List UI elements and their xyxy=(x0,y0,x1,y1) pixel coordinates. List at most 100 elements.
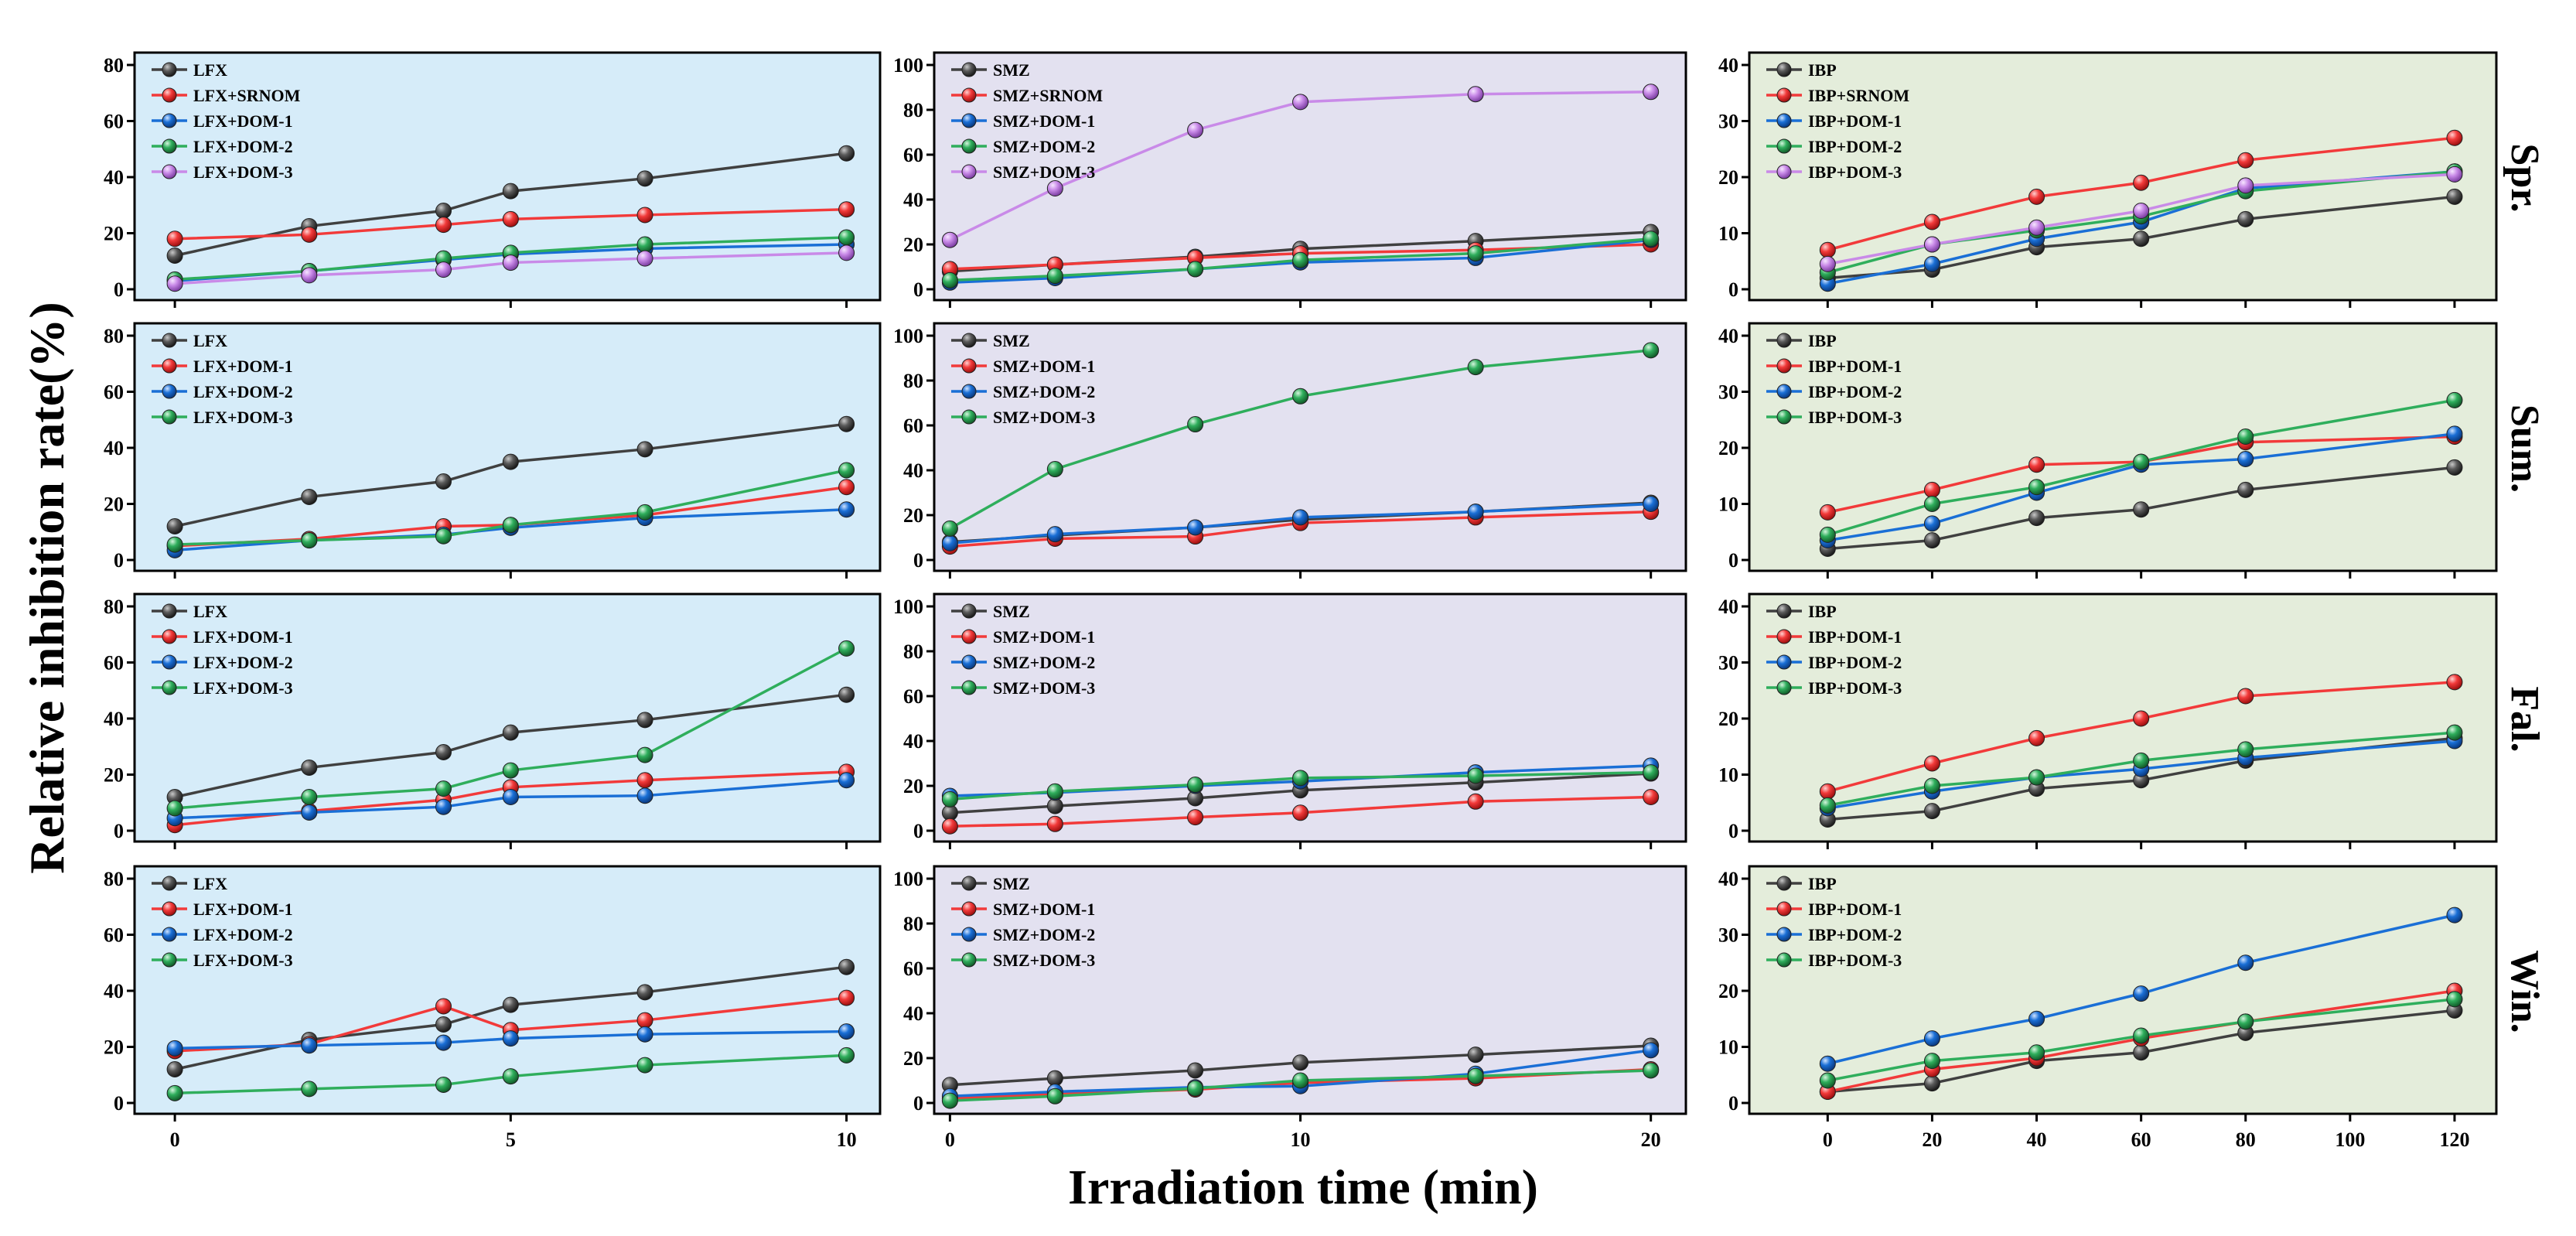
data-point xyxy=(2446,129,2463,146)
legend-label: LFX+DOM-1 xyxy=(193,357,293,376)
legend-label: IBP+DOM-2 xyxy=(1808,653,1902,672)
legend-label: LFX+DOM-2 xyxy=(193,925,293,944)
legend-marker xyxy=(162,333,177,348)
series-line xyxy=(174,236,847,282)
legend-entry: IBP xyxy=(1766,331,1837,350)
legend-marker xyxy=(1776,901,1792,917)
data-point xyxy=(1187,1062,1204,1079)
data-point xyxy=(1923,236,1940,253)
legend-entry: SMZ+DOM-3 xyxy=(951,408,1095,427)
series-lfx-dom-3 xyxy=(166,244,855,292)
data-point xyxy=(1643,789,1660,805)
data-point xyxy=(1046,268,1063,285)
data-point xyxy=(2133,203,2150,219)
series-line xyxy=(950,770,1651,801)
y-tick-label: 20 xyxy=(104,1036,124,1059)
legend-entry: IBP+DOM-3 xyxy=(1766,408,1902,427)
legend-label: SMZ+DOM-3 xyxy=(993,408,1095,427)
legend-marker xyxy=(162,876,177,891)
series-line xyxy=(950,243,1651,271)
data-point xyxy=(435,1034,452,1051)
legend-entry: IBP+DOM-1 xyxy=(1766,627,1902,647)
legend-marker xyxy=(1776,927,1792,942)
series-line xyxy=(1827,681,2455,793)
y-tick-label: 60 xyxy=(104,924,124,947)
legend-entry: SMZ+SRNOM xyxy=(951,86,1103,105)
y-tick-label: 10 xyxy=(1718,1036,1738,1059)
y-tick-label: 40 xyxy=(903,730,923,753)
data-point xyxy=(838,501,855,518)
data-point xyxy=(1187,1080,1204,1097)
series-ibp-srnom xyxy=(1819,129,2463,258)
legend-entry: SMZ+DOM-3 xyxy=(951,678,1095,698)
data-point xyxy=(435,473,452,490)
legend-label: IBP xyxy=(1808,331,1837,350)
legend-entry: LFX+DOM-3 xyxy=(152,162,293,182)
data-point xyxy=(1923,1053,1940,1070)
legend-marker xyxy=(162,680,177,695)
data-point xyxy=(1923,496,1940,512)
data-point xyxy=(166,1061,183,1077)
data-point xyxy=(838,145,855,162)
series-ibp-dom-3 xyxy=(1819,724,2463,814)
data-point xyxy=(435,203,452,219)
data-point xyxy=(636,170,653,187)
y-tick-label: 100 xyxy=(893,868,923,890)
data-point xyxy=(2446,391,2463,408)
y-tick-label: 10 xyxy=(1718,764,1738,787)
series-line xyxy=(1827,989,2455,1094)
legend-marker xyxy=(162,138,177,154)
data-point xyxy=(166,536,183,553)
legend-marker xyxy=(162,409,177,425)
legend-entry: SMZ+DOM-3 xyxy=(951,951,1095,970)
y-tick-label: 80 xyxy=(903,640,923,663)
y-axis-title: Relative inhibition rate(%) xyxy=(19,302,74,873)
data-point xyxy=(1046,461,1063,478)
legend-entry: SMZ+DOM-2 xyxy=(951,137,1095,156)
legend-label: IBP+DOM-3 xyxy=(1808,951,1902,970)
legend-entry: LFX+DOM-1 xyxy=(152,627,293,647)
panel-smz-spring: 0 20 40 60 80 100 SMZ SMZ+SRNOM SMZ+DOM-1 SMZ+DOM… xyxy=(893,51,1687,308)
legend-marker xyxy=(961,603,977,619)
data-point xyxy=(435,217,452,234)
data-point xyxy=(941,271,958,289)
x-tick-label: 120 xyxy=(2439,1128,2469,1151)
data-point xyxy=(838,415,855,432)
data-point xyxy=(941,231,958,248)
y-tick-label: 20 xyxy=(1718,980,1738,1002)
data-point xyxy=(636,787,653,804)
legend-label: IBP+DOM-1 xyxy=(1808,357,1902,376)
series-ibp-dom-3 xyxy=(1819,391,2463,543)
legend-entry: IBP+DOM-2 xyxy=(1766,137,1902,156)
x-tick-label: 20 xyxy=(1641,1128,1661,1151)
legend-label: LFX+DOM-3 xyxy=(193,162,293,182)
panel-ibp-fall: 0 10 20 30 40 IBP IBP+DOM-1 IBP+DOM-2 IBP+DOM-3 xyxy=(1718,592,2498,849)
y-tick-label: 30 xyxy=(1718,111,1738,133)
legend-entry: LFX+DOM-2 xyxy=(152,925,293,944)
data-point xyxy=(1819,526,1836,543)
data-point xyxy=(1292,1072,1309,1089)
data-point xyxy=(1643,84,1660,101)
legend-entry: IBP+DOM-1 xyxy=(1766,357,1902,376)
series-line xyxy=(1827,1009,2455,1094)
y-tick-label: 0 xyxy=(114,1092,124,1115)
legend-label: IBP+DOM-3 xyxy=(1808,678,1902,698)
legend-marker xyxy=(961,113,977,128)
legend-label: LFX+DOM-3 xyxy=(193,408,293,427)
data-point xyxy=(1643,230,1660,248)
series-line xyxy=(175,1029,847,1050)
data-point xyxy=(2028,456,2045,473)
data-point xyxy=(301,488,318,505)
data-point xyxy=(838,1023,855,1040)
y-tick-label: 0 xyxy=(913,820,923,842)
y-tick-label: 20 xyxy=(903,504,923,527)
data-point xyxy=(301,789,318,805)
legend-marker xyxy=(1776,113,1792,128)
y-tick-label: 80 xyxy=(104,325,124,347)
data-point xyxy=(2237,177,2254,194)
data-point xyxy=(1046,1087,1063,1105)
data-point xyxy=(166,248,183,264)
y-tick-label: 40 xyxy=(104,437,124,459)
legend-label: SMZ xyxy=(993,602,1030,621)
data-point xyxy=(435,798,452,815)
